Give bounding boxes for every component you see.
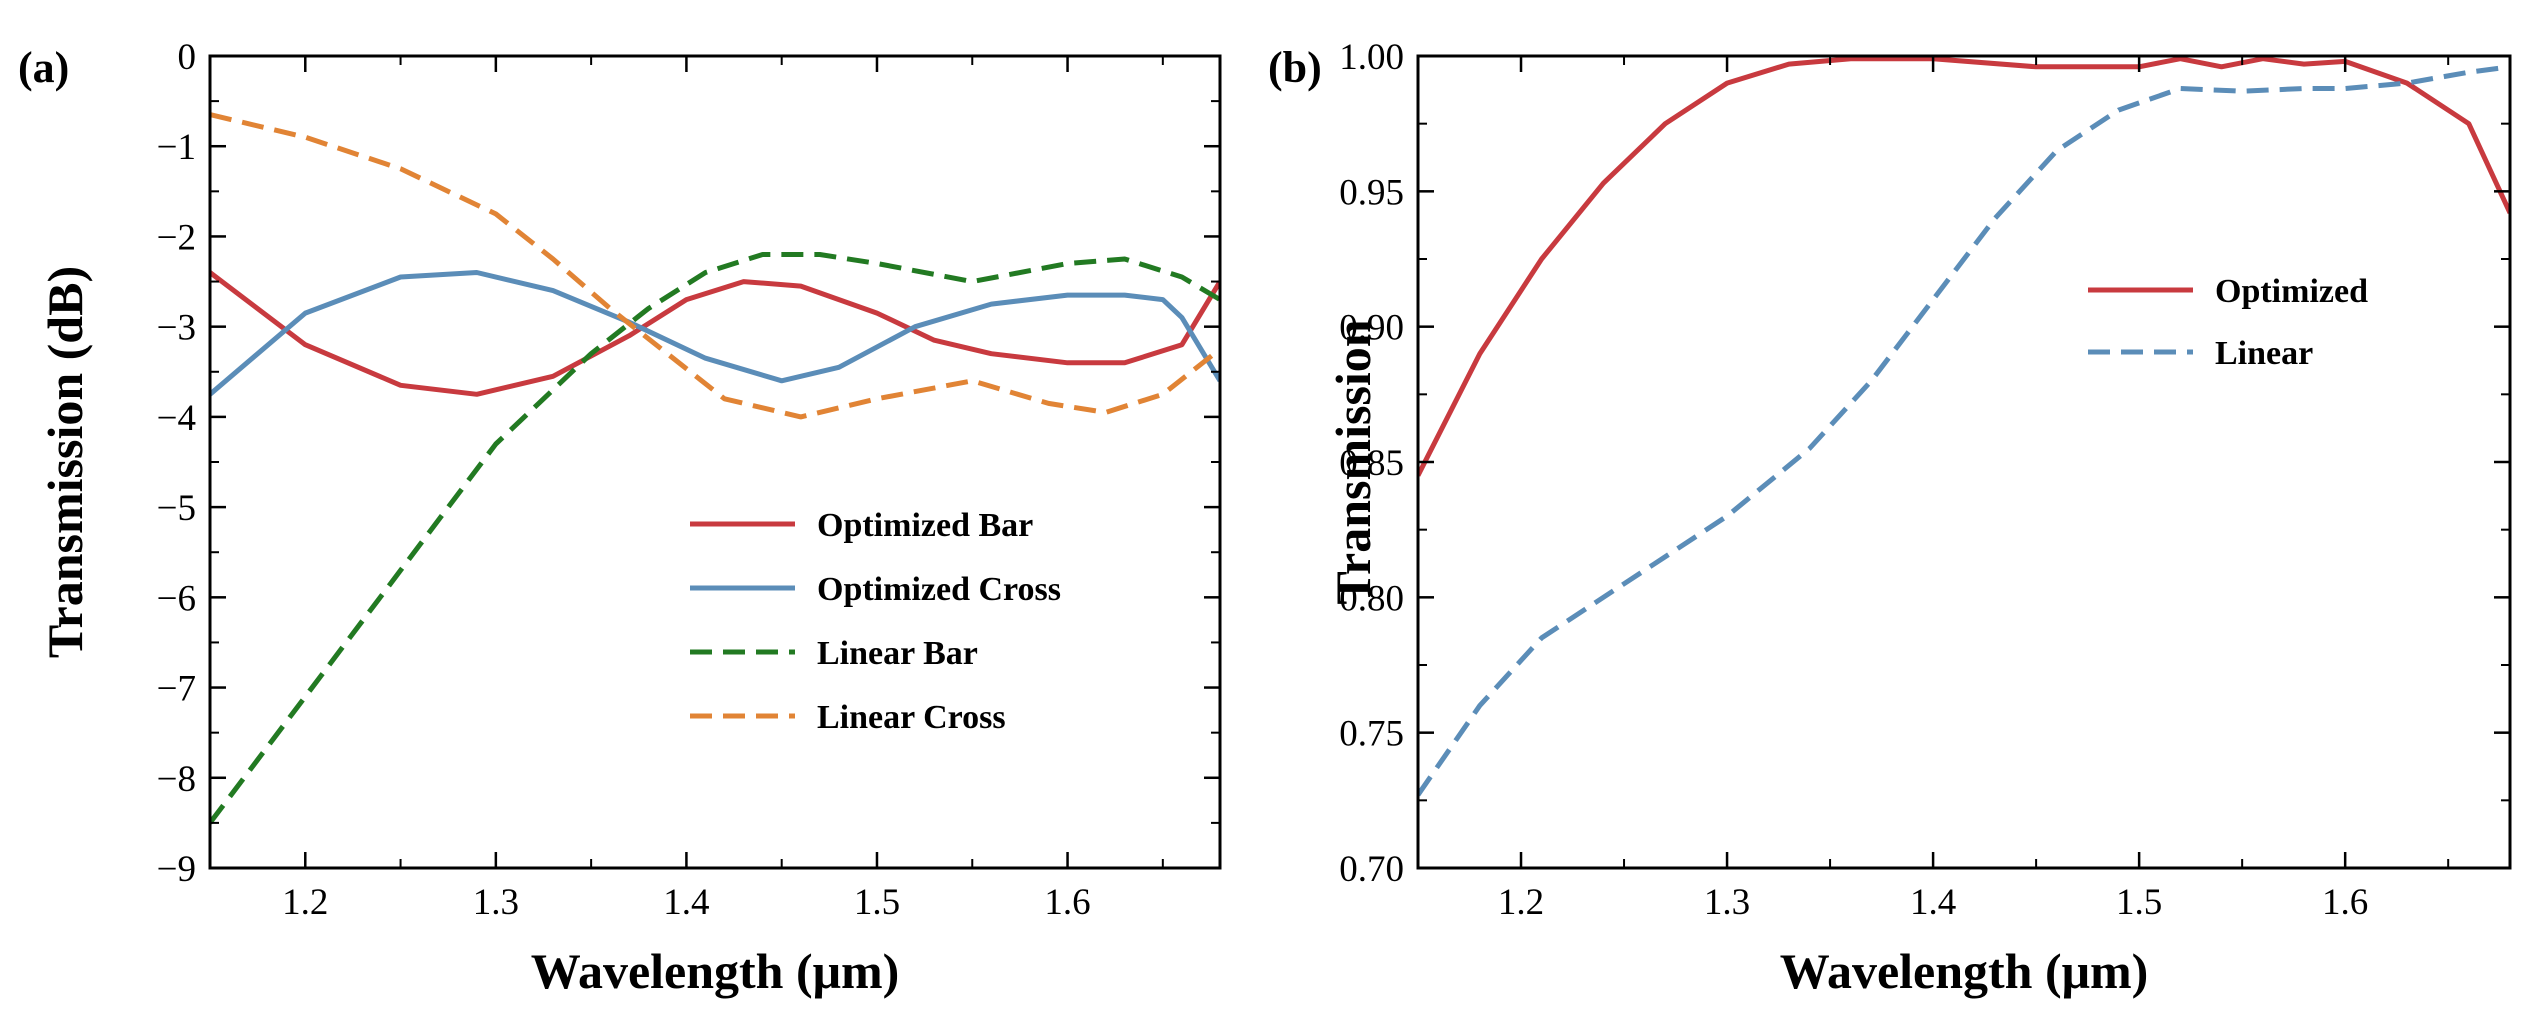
series-line-linear (1418, 64, 2510, 797)
y-tick-label: −3 (157, 308, 196, 349)
y-tick-label: −6 (157, 578, 196, 619)
y-tick-label: 0.85 (1339, 443, 1404, 484)
panel-a-plot-frame (208, 54, 1222, 870)
x-tick-label: 1.3 (1704, 882, 1750, 923)
panel-b: (b) 1.2 1.3 1.4 1.5 1.6 1.00 0.95 0.90 0.85 0.80 0… (1268, 37, 2512, 999)
panel-a-x-axis-label: Wavelength (μm) (531, 943, 900, 999)
legend-entry-label: Optimized Cross (817, 571, 1061, 608)
x-tick-label: 1.6 (1044, 882, 1090, 923)
series-line-optimized (1418, 56, 2510, 477)
panel-b-y-axis-label: Transmission (1325, 319, 1381, 604)
y-tick-label: 0.70 (1339, 849, 1404, 890)
legend-entry-label: Linear (2215, 335, 2313, 372)
y-tick-label: 0 (178, 37, 197, 78)
x-tick-label: 1.4 (663, 882, 709, 923)
panel-b-label: (b) (1268, 43, 1322, 92)
x-tick-label: 1.2 (282, 882, 328, 923)
x-tick-label: 1.6 (2322, 882, 2368, 923)
x-tick-label: 1.5 (2116, 882, 2162, 923)
panel-a-y-axis-label: Transmission (dB) (37, 266, 93, 658)
series-line-optimized-bar (210, 270, 1220, 397)
legend-entry-label: Linear Bar (817, 635, 978, 672)
panel-a-legend: Optimized Bar Optimized Cross Linear Bar Li… (690, 507, 1061, 736)
panel-b-x-axis-label: Wavelength (μm) (1780, 943, 2149, 999)
legend-entry-label: Linear Cross (817, 699, 1006, 736)
y-tick-label: −1 (157, 127, 196, 168)
y-tick-label: −9 (157, 849, 196, 890)
y-tick-label: −2 (157, 217, 196, 258)
legend-entry-label: Optimized (2215, 273, 2368, 310)
series-line-optimized-cross (210, 270, 1220, 397)
panel-b-legend: Optimized Linear (2088, 273, 2368, 372)
panel-b-plot-frame (1416, 54, 2512, 870)
series-line-linear-bar (210, 252, 1220, 825)
y-tick-label: −5 (157, 488, 196, 529)
x-tick-label: 1.2 (1498, 882, 1544, 923)
y-tick-label: 0.80 (1339, 578, 1404, 619)
y-tick-label: 0.75 (1339, 714, 1404, 755)
y-tick-label: −4 (157, 398, 196, 439)
panel-a: (a) 1.2 1.3 1.4 1.5 1.6 0 −1 −2 −3 −4 −5 −6 −7 −8 −9 W… (18, 37, 1222, 999)
x-tick-label: 1.3 (473, 882, 519, 923)
panel-a-label: (a) (18, 43, 69, 92)
x-tick-label: 1.4 (1910, 882, 1956, 923)
y-tick-label: −7 (157, 669, 196, 710)
legend-entry-label: Optimized Bar (817, 507, 1033, 544)
x-tick-label: 1.5 (854, 882, 900, 923)
series-line-linear-cross (210, 112, 1220, 420)
y-tick-label: −8 (157, 759, 196, 800)
y-tick-label: 1.00 (1339, 37, 1404, 78)
y-tick-label: 0.90 (1339, 308, 1404, 349)
y-tick-label: 0.95 (1339, 172, 1404, 213)
